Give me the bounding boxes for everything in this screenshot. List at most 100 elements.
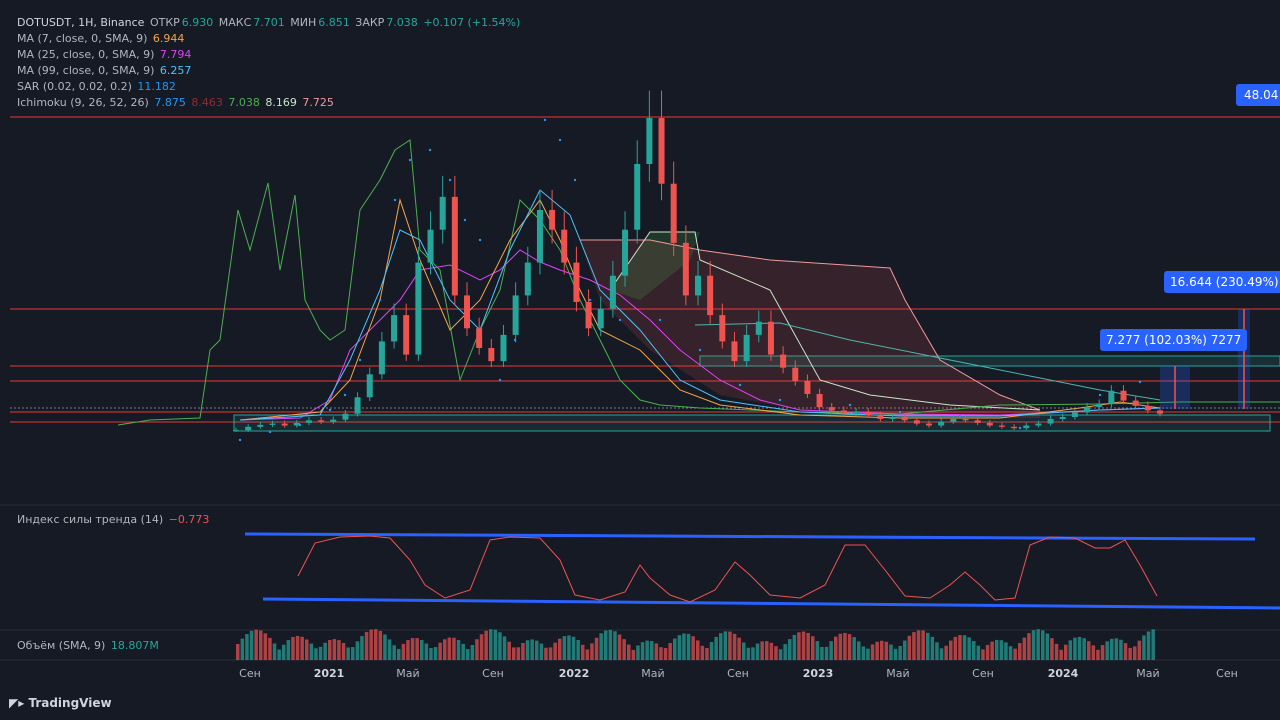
volume-bar (861, 646, 866, 660)
sar-dot (478, 238, 482, 242)
volume-bar (562, 636, 567, 660)
volume-bar (438, 642, 442, 660)
volume-bar (1064, 644, 1068, 660)
candle (476, 328, 483, 348)
candle (634, 164, 641, 230)
indicator-ma99[interactable]: MA (99, close, 0, SMA, 9) 6.257 (17, 63, 193, 79)
candle (1071, 412, 1078, 417)
ma-long-line (694, 322, 1161, 401)
candle (1011, 426, 1018, 429)
volume-bar (1114, 638, 1119, 660)
candle (901, 417, 908, 421)
volume-bar (985, 644, 990, 660)
trend-index-legend[interactable]: Индекс силы тренда (14) −0.773 (17, 512, 211, 528)
sar-dot (358, 358, 362, 362)
volume-bar (1018, 643, 1022, 660)
volume-bar (295, 635, 300, 660)
ichimoku-span-a: 8.169 (265, 96, 297, 109)
volume-bar (958, 635, 962, 660)
volume-bar (893, 648, 898, 660)
volume-bar (535, 640, 539, 660)
volume-bar (1082, 638, 1086, 660)
candle (488, 348, 495, 362)
indicator-label: SAR (0.02, 0.02, 0.2) (17, 80, 132, 93)
volume-legend[interactable]: Объём (SMA, 9) 18.807M (17, 638, 161, 654)
volume-bar (806, 632, 810, 660)
indicator-value: 6.257 (159, 64, 192, 77)
volume-bar (406, 640, 410, 660)
sar-dot (848, 403, 852, 407)
volume-bar (484, 630, 488, 660)
candle (1157, 410, 1163, 414)
tradingview-logo[interactable]: ◤▸ TradingView (9, 696, 112, 710)
volume-bar (783, 644, 787, 660)
volume-bar (622, 639, 626, 660)
indicator-ichimoku[interactable]: Ichimoku (9, 26, 52, 26) 7.875 8.463 7.0… (17, 95, 336, 111)
indicator-value: 18.807M (110, 639, 159, 652)
volume-bar (466, 649, 470, 660)
measure-label-1: 16.644 (230.49%) (1164, 271, 1280, 293)
volume-bar (443, 639, 447, 660)
volume-bar (949, 640, 953, 660)
indicator-label: Объём (SMA, 9) (17, 639, 106, 652)
volume-bar (714, 636, 718, 660)
candle (561, 229, 568, 263)
low-value: 6.851 (318, 16, 350, 29)
volume-bar (364, 631, 369, 660)
sar-dot (463, 218, 467, 222)
candle (658, 118, 665, 184)
volume-bar (397, 648, 401, 660)
candle (707, 275, 714, 316)
volume-bar (576, 639, 580, 660)
volume-bar (709, 642, 714, 660)
volume-bar (323, 642, 327, 660)
sar-dot (328, 408, 332, 412)
candle (767, 321, 774, 355)
sar-dot (498, 378, 502, 382)
volume-bar (599, 633, 603, 660)
volume-bar (691, 636, 695, 660)
volume-bar (249, 630, 254, 660)
indicator-ma25[interactable]: MA (25, close, 0, SMA, 9) 7.794 (17, 47, 193, 63)
indicator-ma7[interactable]: MA (7, close, 0, SMA, 9) 6.944 (17, 31, 186, 47)
candle (391, 315, 398, 342)
candle (755, 321, 762, 335)
volume-bar (558, 638, 562, 660)
sar-dot (378, 298, 382, 302)
sar-dot (543, 118, 547, 122)
volume-bar (1031, 630, 1036, 660)
volume-bar (1013, 648, 1017, 660)
volume-bar (447, 637, 452, 660)
x-tick: 2021 (313, 667, 345, 680)
candle (585, 302, 592, 329)
volume-bar (1087, 641, 1091, 660)
candle (257, 424, 264, 427)
logo-text: TradingView (28, 696, 112, 710)
candle (403, 315, 410, 355)
ichimoku-span-b: 7.725 (302, 96, 334, 109)
close-value: 7.038 (386, 16, 418, 29)
volume-bar (1073, 637, 1077, 660)
volume-bar (387, 639, 392, 660)
candle (950, 418, 957, 422)
volume-bar (636, 645, 640, 660)
volume-bar (1151, 629, 1155, 660)
candle (719, 315, 726, 342)
volume-bar (415, 638, 419, 660)
volume-bar (328, 640, 332, 660)
volume-bar (392, 645, 396, 660)
volume-bar (590, 643, 594, 660)
candle (609, 275, 616, 309)
volume-bar (870, 644, 875, 660)
volume-bar (746, 647, 751, 660)
volume-bar (286, 640, 291, 660)
sar-dot (1138, 380, 1142, 384)
candle (695, 275, 701, 296)
volume-bar (815, 641, 820, 660)
volume-bar (884, 641, 889, 660)
candle (245, 426, 252, 431)
volume-bar (889, 644, 893, 660)
sar-dot (898, 410, 902, 414)
indicator-sar[interactable]: SAR (0.02, 0.02, 0.2) 11.182 (17, 79, 178, 95)
